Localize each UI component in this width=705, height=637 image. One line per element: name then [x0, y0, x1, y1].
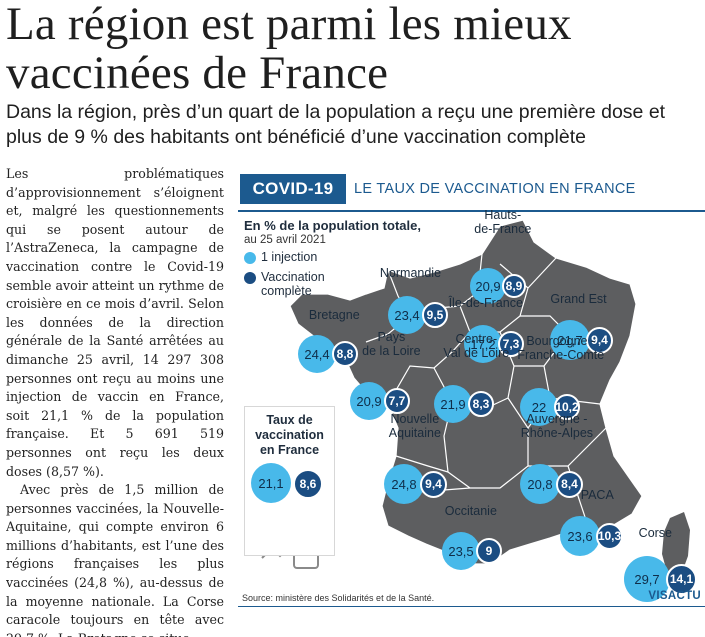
region-label: Bretagne [309, 308, 360, 322]
region-first-injection-bubble: 21,7 [550, 320, 590, 360]
infographic-title: LE TAUX DE VACCINATION EN FRANCE [354, 181, 636, 197]
national-first-bubble: 21,1 [251, 463, 291, 503]
region-label: PACA [581, 488, 614, 502]
article-paragraph-2: Avec près de 1,5 million de personnes va… [6, 482, 224, 637]
national-label-2: vaccination [255, 428, 324, 442]
region-complete-vaccination-bubble: 8,3 [468, 391, 494, 417]
region-first-injection-bubble: 23,4 [388, 296, 426, 334]
region-complete-vaccination-bubble: 10,3 [596, 522, 623, 550]
region-label: Auvergne - Rhône-Alpes [521, 412, 593, 440]
region-name-line-1: PACA [580, 488, 614, 502]
region-complete-vaccination-bubble: 7,7 [384, 388, 410, 414]
national-rate-box: Taux de vaccination en France 21,1 8,6 [244, 406, 335, 556]
region-label: Corse [639, 526, 672, 540]
legend-first-label: 1 injection [261, 250, 318, 264]
region-complete-vaccination-bubble: 9 [476, 538, 502, 564]
region-name-line-1: Normandie [379, 266, 442, 280]
region-label: Normandie [380, 266, 441, 280]
region-complete-vaccination-bubble: 9,4 [420, 470, 447, 498]
region-name-line-1: Île-de-France [448, 296, 523, 310]
region-label: Centre- Val de Loire [443, 332, 509, 360]
header-rule [238, 210, 705, 212]
source-note: Source: ministère des Solidarités et de … [242, 593, 435, 603]
region-first-injection-bubble: 20,9 [470, 268, 506, 304]
region-name-line-1: Corse [638, 526, 673, 540]
map-corsica [662, 512, 690, 578]
national-complete-bubble: 8,6 [293, 469, 323, 499]
region-label: Hauts-de-France [474, 208, 531, 236]
region-complete-vaccination-bubble: 8,9 [502, 274, 526, 298]
region-label: Occitanie [445, 504, 497, 518]
legend-first-dot [244, 252, 256, 264]
brand-logo: VISACTU [648, 590, 701, 602]
region-name-line-2: Franche-Comté [517, 348, 605, 362]
article-paragraph-1: Les problématiques d’approvisionnement s… [6, 166, 224, 479]
national-label-1: Taux de [266, 413, 313, 427]
region-complete-vaccination-bubble: 8,8 [332, 341, 358, 367]
region-complete-vaccination-bubble: 7,3 [498, 331, 524, 357]
national-label-3: en France [259, 443, 320, 457]
subhead: Dans la région, près d’un quart de la po… [6, 101, 666, 148]
region-name-line-1: Bretagne [308, 308, 360, 322]
region-label: Grand Est [550, 292, 606, 306]
region-name-line-2: Rhône-Alpes [520, 426, 594, 440]
region-complete-vaccination-bubble: 9,5 [422, 302, 448, 328]
region-first-injection-bubble: 21,9 [434, 385, 472, 423]
region-name-line-2: Val de Loire [443, 346, 510, 360]
national-rate-title: Taux de vaccination en France [245, 413, 334, 458]
legend-complete-label-2: complète [261, 284, 312, 298]
region-first-injection-bubble: 23,6 [560, 516, 600, 556]
region-name-line-1: Auvergne - [526, 412, 588, 426]
bottom-rule [238, 606, 705, 607]
region-label: Île-de-France [449, 296, 523, 310]
headline: La région est parmi les mieux vaccinées … [6, 0, 572, 99]
covid-tag: COVID-19 [240, 174, 346, 204]
legend-date: au 25 avril 2021 [244, 234, 326, 246]
region-first-injection-bubble: 29,7 [624, 556, 670, 602]
region-name-line-1: Bourgogne - [526, 334, 596, 348]
region-name-line-2: de-France [474, 222, 532, 236]
legend-complete-label-1: Vaccination [261, 270, 325, 284]
region-first-injection-bubble: 24,8 [384, 464, 424, 504]
region-first-injection-bubble: 20,8 [520, 464, 560, 504]
region-name-line-2: Aquitaine [388, 426, 441, 440]
region-name-line-1: Grand Est [550, 292, 607, 306]
region-first-injection-bubble: 23,5 [442, 532, 480, 570]
region-name-line-1: Pays [377, 330, 406, 344]
region-name-line-1: Occitanie [444, 504, 497, 518]
region-first-injection-bubble: 20,9 [350, 382, 388, 420]
infographic-header: COVID-19 LE TAUX DE VACCINATION EN FRANC… [238, 166, 705, 212]
region-name-line-1: Centre- [455, 332, 498, 346]
region-name-line-2: de la Loire [362, 344, 421, 358]
article-body: Les problématiques d’approvisionnement s… [6, 165, 224, 637]
infographic: COVID-19 LE TAUX DE VACCINATION EN FRANC… [238, 166, 705, 609]
region-label: Bourgogne - Franche-Comté [517, 334, 604, 362]
legend-complete-dot [244, 272, 256, 284]
region-complete-vaccination-bubble: 9,4 [586, 326, 613, 354]
region-first-injection-bubble: 22 [520, 388, 558, 426]
region-first-injection-bubble: 24,4 [298, 335, 336, 373]
region-label: Nouvelle Aquitaine [389, 412, 441, 440]
region-complete-vaccination-bubble: 8,4 [556, 470, 583, 498]
region-label: Pays de la Loire [362, 330, 420, 358]
region-name-line-1: Nouvelle [390, 412, 440, 426]
region-name-line-1: Hauts- [484, 208, 522, 222]
region-complete-vaccination-bubble: 14,1 [666, 563, 697, 595]
legend-title: En % de la population totale, [244, 218, 421, 233]
region-complete-vaccination-bubble: 10,2 [554, 394, 580, 420]
region-first-injection-bubble: 17,2 [464, 325, 502, 363]
